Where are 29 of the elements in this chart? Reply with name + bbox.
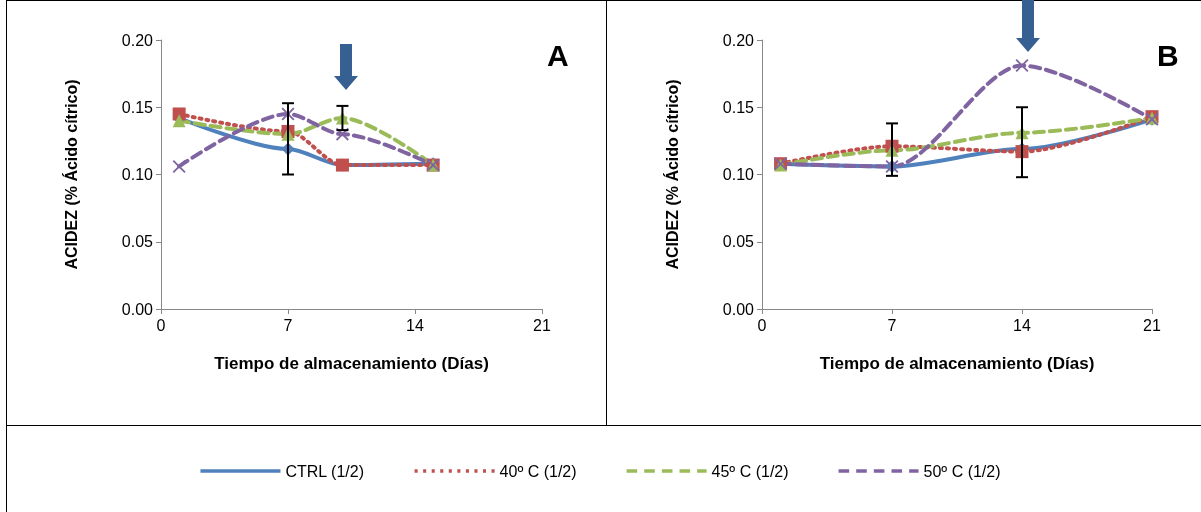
text: A bbox=[547, 38, 569, 72]
y-tick-label: 0.10 bbox=[722, 166, 755, 183]
y-tick-label: 0.20 bbox=[722, 31, 755, 49]
y-tick-label: 0.05 bbox=[121, 233, 154, 251]
x-tick-label: 14 bbox=[1013, 316, 1031, 334]
x-axis-title: Tiempo de almacenamiento (Días) bbox=[819, 354, 1095, 373]
text: B bbox=[1157, 38, 1179, 72]
legend-label: 45º C (1/2) bbox=[711, 462, 789, 480]
legend-label: 40º C (1/2) bbox=[499, 462, 577, 480]
x-tick-label: 14 bbox=[406, 316, 424, 334]
x-tick-label: 21 bbox=[1143, 316, 1161, 334]
y-tick-label: 0.15 bbox=[121, 98, 154, 116]
y-tick-label: 0.00 bbox=[121, 300, 154, 318]
y-tick-label: 0.15 bbox=[722, 98, 755, 116]
point bbox=[172, 159, 186, 173]
x-tick-label: 0 bbox=[156, 316, 166, 334]
y-axis-title: ACIDEZ (% Ácido cítrico) bbox=[662, 79, 681, 270]
x-tick-label: 0 bbox=[757, 316, 767, 334]
legend-label: 50º C (1/2) bbox=[923, 462, 1001, 480]
y-tick-label: 0.10 bbox=[121, 166, 154, 183]
x-tick-label: 21 bbox=[533, 316, 551, 334]
y-tick-label: 0.20 bbox=[121, 31, 154, 49]
y-tick-label: 0.00 bbox=[722, 300, 755, 318]
x-tick-label: 7 bbox=[283, 316, 293, 334]
x-tick-label: 7 bbox=[887, 316, 897, 334]
y-tick-label: 0.05 bbox=[722, 233, 755, 251]
y-axis-title: ACIDEZ (% Ácido cítrico) bbox=[61, 79, 80, 270]
legend-label: CTRL (1/2) bbox=[285, 462, 364, 480]
x-axis-title: Tiempo de almacenamiento (Días) bbox=[214, 354, 489, 373]
